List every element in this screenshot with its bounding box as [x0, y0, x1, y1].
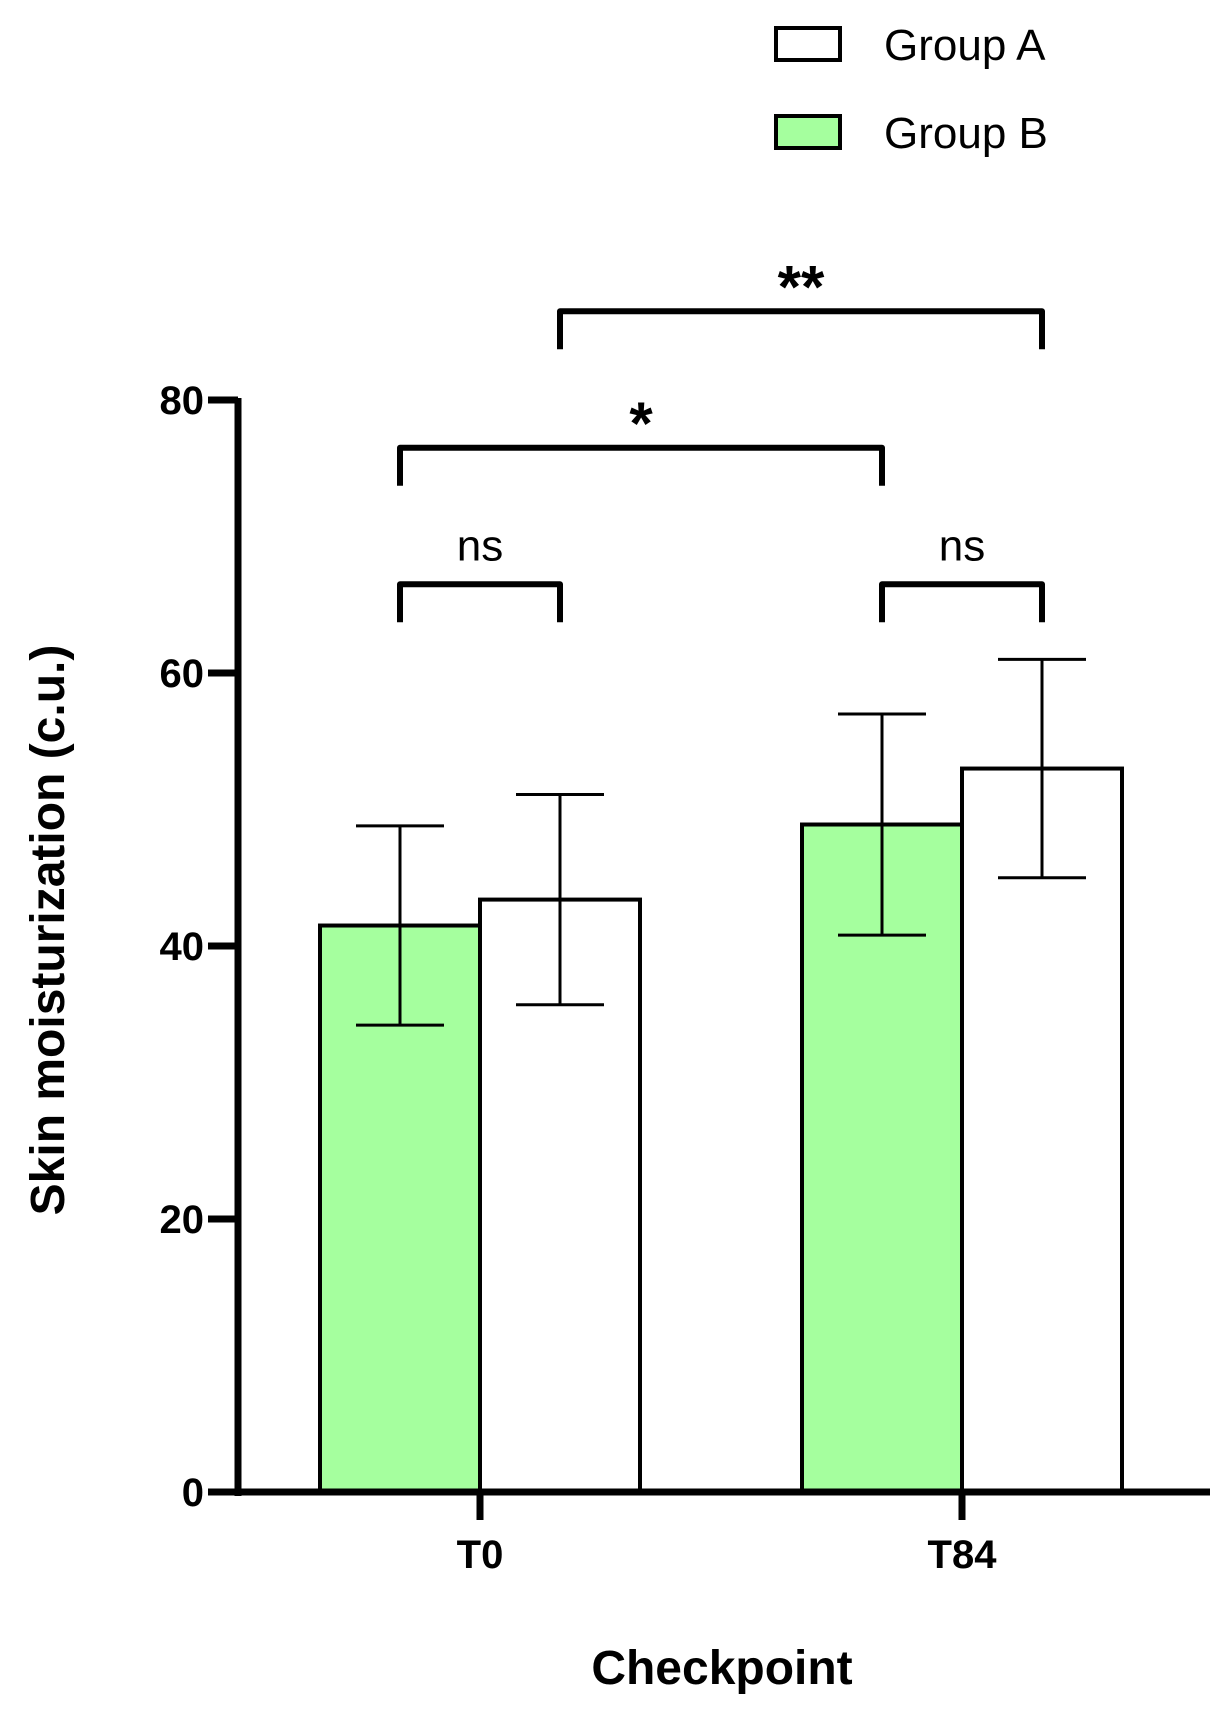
y-tick-label: 20 — [160, 1198, 205, 1242]
y-tick-label: 60 — [160, 652, 205, 696]
legend-item-group-a: Group A — [774, 21, 1046, 70]
significance-label: * — [629, 390, 653, 457]
x-axis-ticks: T0 T84 — [457, 1492, 998, 1577]
y-tick-label: 40 — [160, 925, 205, 969]
legend: Group A Group B — [774, 21, 1048, 158]
y-axis-title: Skin moisturization (c.u.) — [22, 645, 75, 1216]
legend-swatch — [774, 26, 842, 62]
significance-label: ** — [778, 253, 825, 320]
bars — [318, 766, 1124, 1494]
significance-bracket: * — [397, 390, 885, 486]
bracket-line — [397, 581, 563, 623]
y-tick-label: 0 — [182, 1471, 204, 1515]
significance-bracket: ns — [879, 521, 1045, 623]
y-axis-ticks: 0 20 40 60 80 — [160, 379, 238, 1515]
error-bar-group-a-t84 — [998, 657, 1086, 880]
x-tick-label: T0 — [457, 1533, 504, 1577]
legend-item-group-b: Group B — [774, 109, 1048, 158]
bracket-line — [397, 444, 885, 486]
significance-bracket: ns — [397, 521, 563, 623]
legend-label: Group B — [884, 109, 1048, 158]
bracket-line — [879, 581, 1045, 623]
y-tick-label: 80 — [160, 379, 205, 423]
significance-annotations: ns ns*** — [397, 253, 1045, 623]
error-bars — [356, 657, 1086, 1027]
significance-bracket: ** — [557, 253, 1045, 350]
bar-group-a-t84 — [960, 766, 1124, 1494]
error-bar-group-b-t0 — [356, 824, 444, 1027]
bracket-line — [557, 308, 1045, 350]
significance-label: ns — [457, 521, 503, 570]
legend-label: Group A — [884, 21, 1046, 70]
legend-swatch — [774, 114, 842, 150]
error-bar-group-a-t0 — [516, 792, 604, 1007]
significance-label: ns — [939, 521, 985, 570]
x-tick-label: T84 — [928, 1533, 998, 1577]
error-bar-group-b-t84 — [838, 712, 926, 937]
x-axis-title: Checkpoint — [591, 1642, 852, 1695]
